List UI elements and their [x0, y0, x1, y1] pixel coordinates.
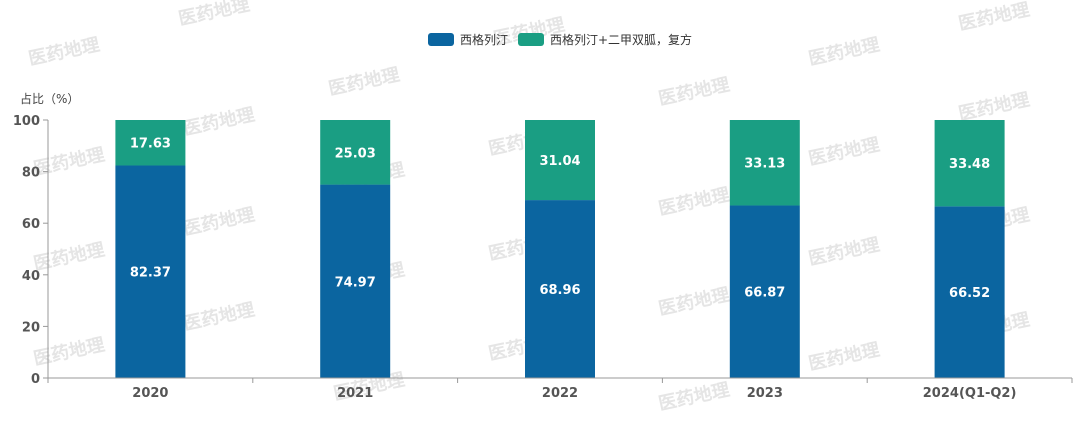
watermark-text: 医药地理 [956, 88, 1031, 124]
watermark-text: 医药地理 [326, 63, 401, 99]
bar-segment-series1 [320, 184, 391, 378]
watermark-text: 医药地理 [31, 143, 106, 179]
data-label: 17.63 [130, 137, 171, 152]
watermark-text: 医药地理 [656, 283, 731, 319]
data-label: 66.52 [949, 286, 990, 301]
watermark-text: 医药地理 [806, 133, 881, 169]
watermark-text: 医药地理 [656, 378, 731, 414]
bar-segment-series2 [115, 120, 186, 166]
y-tick-label: 100 [13, 114, 40, 129]
watermark-text: 医药地理 [31, 333, 106, 369]
data-label: 25.03 [335, 146, 376, 161]
watermark-text: 医药地理 [956, 0, 1031, 35]
data-label: 68.96 [539, 283, 580, 298]
x-tick-label: 2024(Q1-Q2) [923, 386, 1017, 401]
watermark-text: 医药地理 [31, 238, 106, 274]
data-label: 66.87 [744, 286, 785, 301]
watermark-text: 医药地理 [806, 33, 881, 69]
bar-segment-series1 [934, 206, 1005, 378]
y-axis: 0 20 40 60 80 100 [13, 114, 49, 387]
watermark-text: 医药地理 [181, 103, 256, 139]
data-label: 33.48 [949, 157, 990, 172]
watermark-text: 医药地理 [656, 183, 731, 219]
y-tick-label: 80 [22, 166, 40, 181]
data-label: 33.13 [744, 157, 785, 172]
bar-segment-series2 [525, 120, 595, 201]
legend-swatch-series1 [428, 33, 454, 46]
x-axis: 2020 2021 2022 2023 2024(Q1-Q2) [47, 377, 1073, 401]
y-tick-label: 60 [22, 217, 40, 232]
x-tick-label: 2022 [542, 386, 578, 401]
watermark-text: 医药地理 [181, 203, 256, 239]
y-tick-label: 40 [22, 269, 40, 284]
watermark-text: 医药地理 [26, 33, 101, 69]
bars: 82.37 17.63 74.97 25.03 68.96 31.04 66.87 33.13… [115, 120, 1005, 378]
bar-segment-series1 [115, 165, 186, 378]
watermark-text: 医药地理 [181, 298, 256, 334]
bar-segment-series2 [320, 120, 391, 185]
legend-swatch-series2 [518, 33, 544, 46]
bar-segment-series2 [729, 120, 800, 206]
x-tick-label: 2023 [747, 386, 783, 401]
legend: 西格列汀 西格列汀+二甲双胍，复方 [428, 32, 692, 47]
bar-segment-series2 [934, 120, 1005, 207]
data-label: 31.04 [539, 154, 580, 169]
y-tick-label: 0 [31, 372, 40, 387]
y-axis-title: 占比（%） [20, 91, 79, 106]
y-tick-label: 20 [22, 320, 40, 335]
watermark-text: 医药地理 [176, 0, 251, 30]
legend-label-series1: 西格列汀 [460, 32, 508, 47]
data-label: 82.37 [130, 266, 171, 281]
watermark-text: 医药地理 [806, 338, 881, 374]
x-tick-label: 2020 [132, 386, 168, 401]
data-label: 74.97 [335, 275, 376, 290]
legend-label-series2: 西格列汀+二甲双胍，复方 [550, 32, 692, 47]
watermark-text: 医药地理 [656, 73, 731, 109]
bar-segment-series1 [729, 205, 800, 378]
bar-segment-series1 [525, 200, 595, 378]
x-tick-label: 2021 [337, 386, 373, 401]
watermark-text: 医药地理 [806, 233, 881, 269]
